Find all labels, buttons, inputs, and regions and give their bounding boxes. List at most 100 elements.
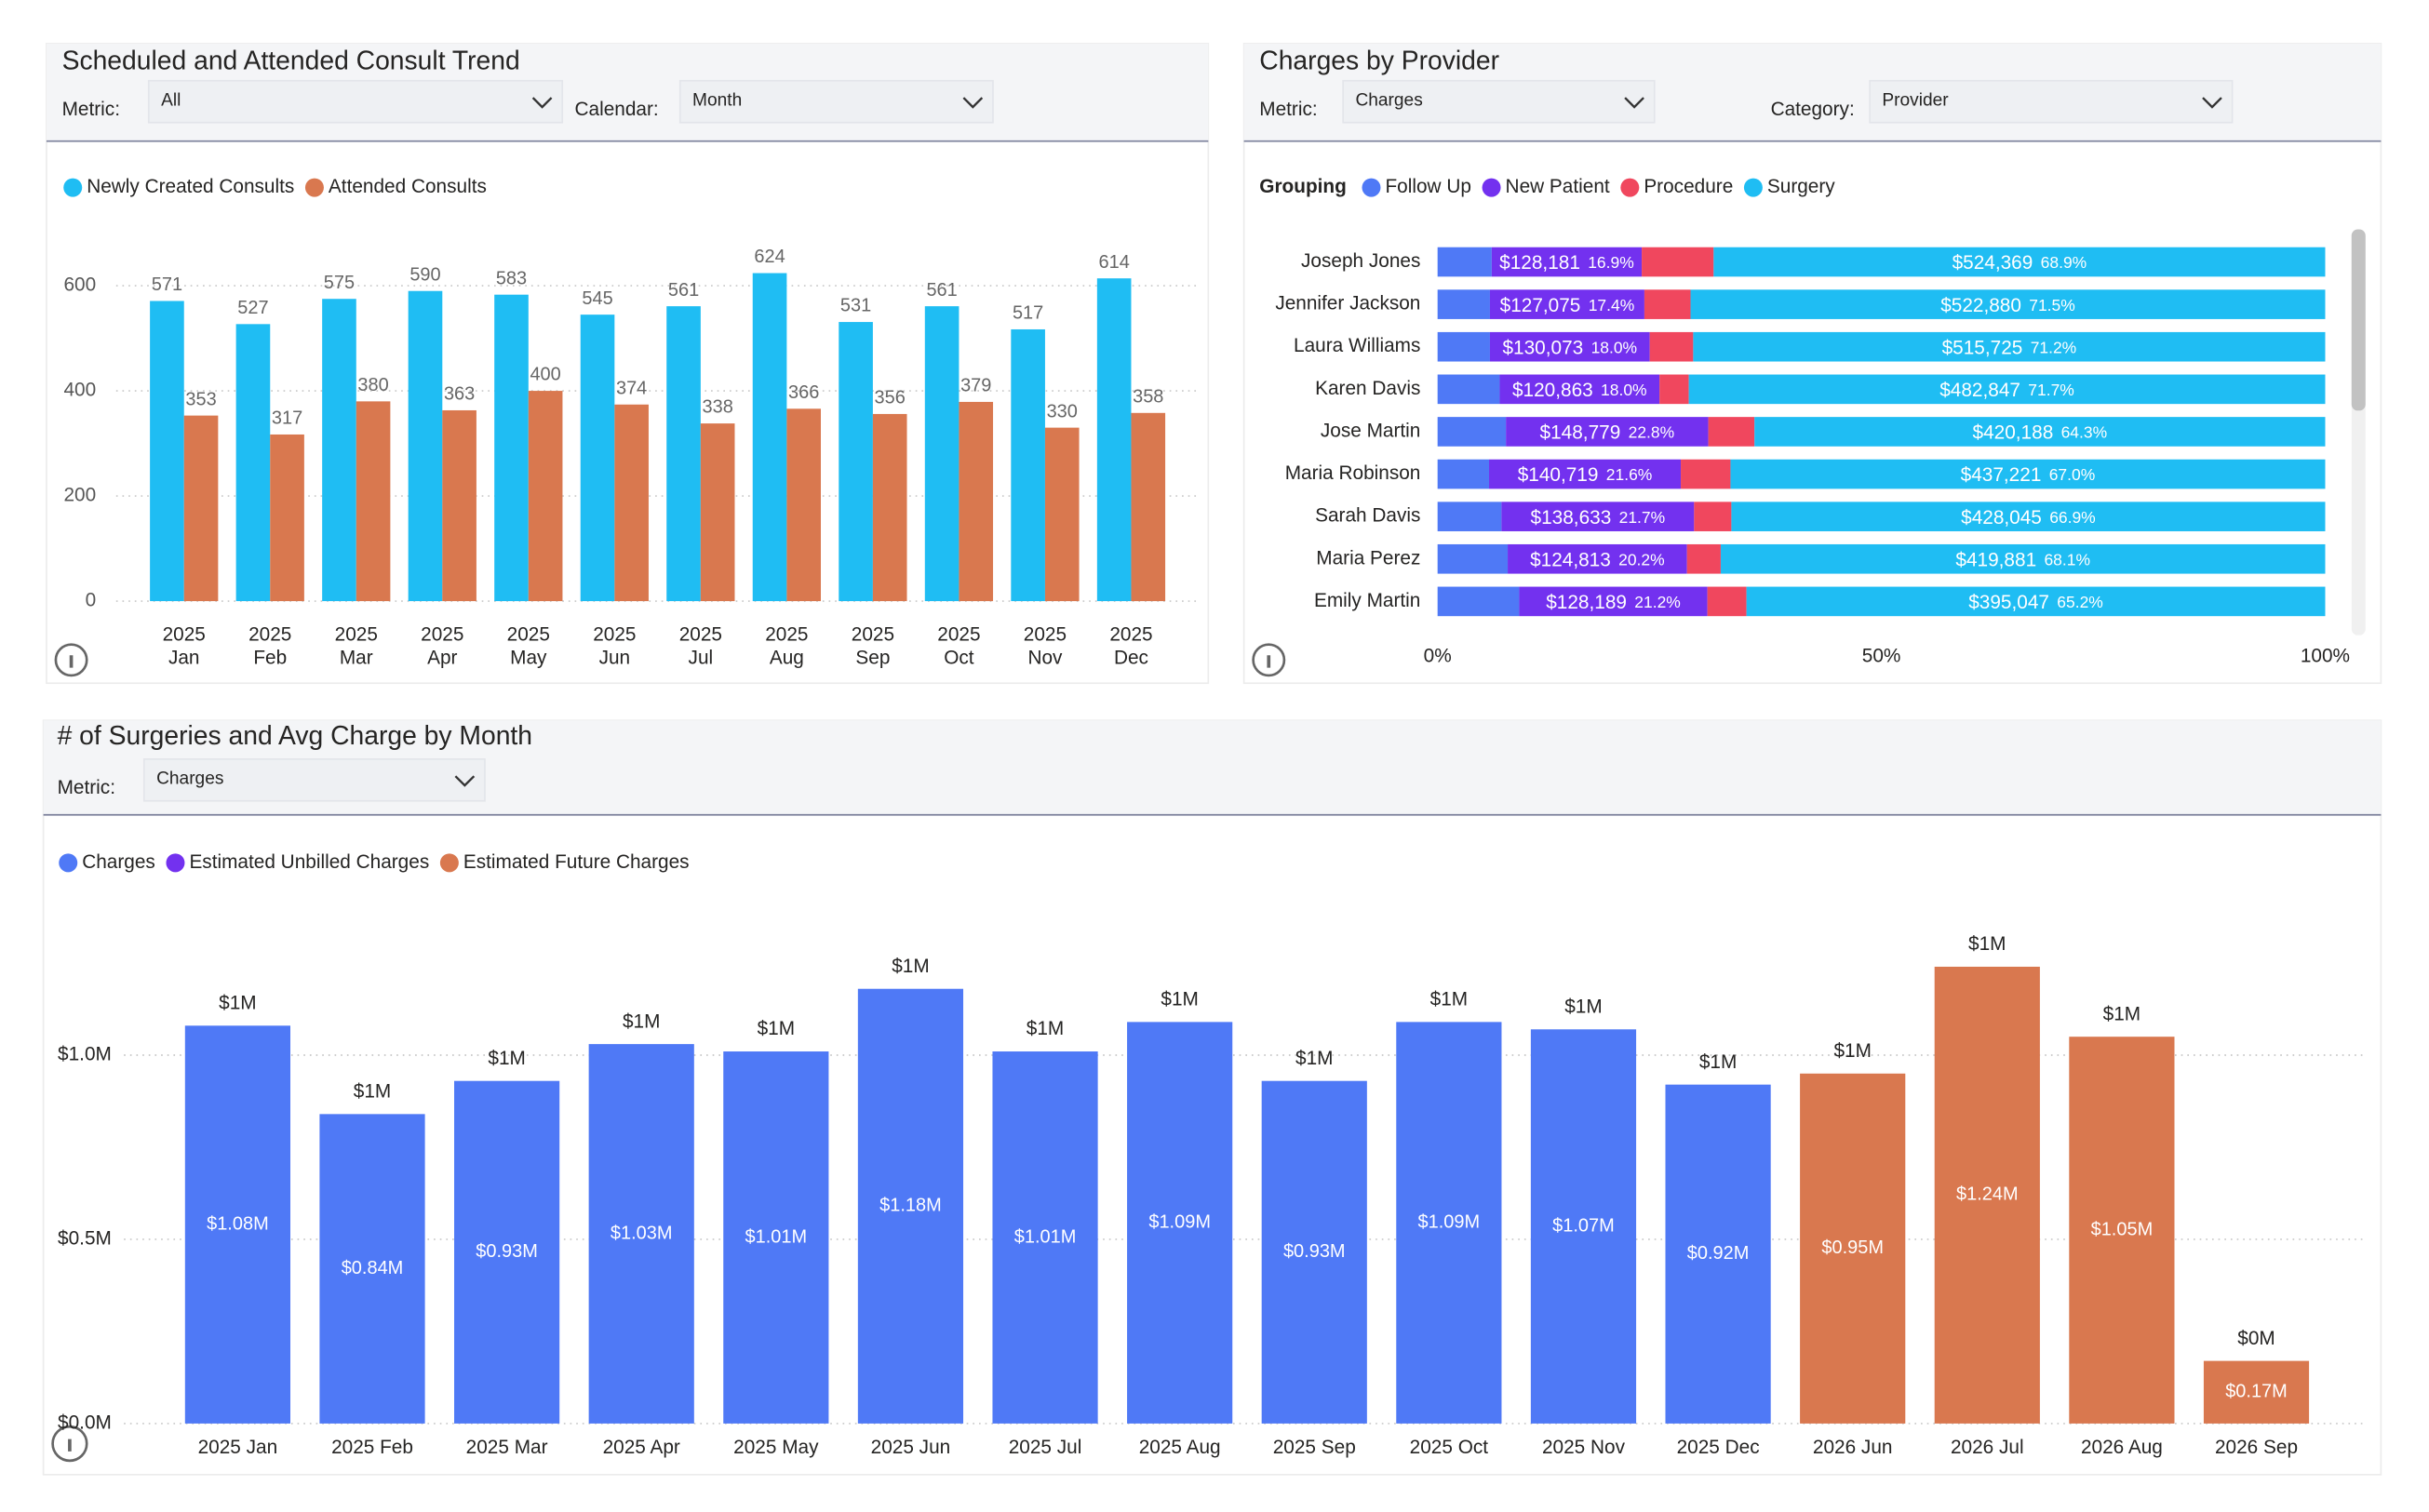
data-label: $0.17M: [2225, 1382, 2288, 1402]
data-label: $128,181 16.9%: [1499, 252, 1634, 274]
dropdown-value[interactable]: Charges: [1355, 90, 1422, 110]
total-label: $0M: [2237, 1328, 2275, 1349]
bar: [959, 401, 994, 602]
bar-segment: [1730, 459, 2326, 489]
bar-segment: [1437, 289, 1490, 319]
data-label: $127,075 17.4%: [1500, 294, 1635, 315]
bar-segment: [588, 1044, 694, 1424]
panel: [1242, 42, 2382, 685]
dropdown-value[interactable]: Provider: [1882, 90, 1949, 110]
legend-label[interactable]: Procedure: [1644, 176, 1733, 197]
dropdown[interactable]: [678, 79, 994, 124]
bar-segment: [1688, 374, 2326, 405]
legend-label[interactable]: Newly Created Consults: [87, 176, 294, 197]
y-tick-label: Maria Perez: [1316, 547, 1420, 569]
legend-label[interactable]: Attended Consults: [329, 176, 487, 197]
dropdown[interactable]: [1869, 79, 2234, 124]
data-label: 379: [960, 376, 991, 396]
bar-segment: [1437, 417, 1507, 447]
data-label: 330: [1047, 401, 1078, 421]
dropdown[interactable]: [147, 79, 564, 124]
data-label: 590: [409, 264, 440, 285]
dropdown-value[interactable]: All: [161, 90, 181, 110]
dropdown-chevron[interactable]: [531, 97, 553, 109]
legend-swatch: [439, 853, 459, 873]
bar-segment: [992, 1051, 1098, 1424]
percent-label: 20.2%: [1618, 550, 1665, 569]
dropdown-chevron[interactable]: [454, 775, 476, 787]
x-tick-label: 2025 Jun: [871, 1437, 951, 1458]
data-label: 374: [616, 378, 647, 398]
data-label: $0.95M: [1821, 1238, 1884, 1258]
dropdown-value[interactable]: Month: [692, 90, 742, 110]
bar-segment: [1934, 966, 2040, 1424]
data-label: 317: [272, 408, 302, 429]
percent-label: 71.5%: [2029, 295, 2075, 314]
info-icon[interactable]: [1252, 643, 1286, 677]
data-label: $522,880 71.5%: [1940, 294, 2075, 315]
data-label: $395,047 65.2%: [1968, 592, 2103, 613]
legend-label[interactable]: Estimated Unbilled Charges: [189, 851, 429, 873]
bar-segment: [1713, 247, 2326, 277]
dropdown-chevron[interactable]: [962, 97, 984, 109]
data-label: 380: [357, 375, 388, 395]
legend-label[interactable]: New Patient: [1506, 176, 1610, 197]
bar: [872, 413, 907, 602]
amount-label: $437,221: [1961, 464, 2042, 486]
y-tick-label: $0.5M: [58, 1227, 112, 1249]
x-tick-label: 2025 Dec: [1109, 623, 1152, 668]
total-label: $1M: [1968, 933, 2006, 955]
bar-segment: [2203, 1360, 2310, 1424]
bar: [666, 306, 701, 602]
amount-label: $420,188: [1973, 421, 2054, 443]
x-tick-label: 2025 Jan: [198, 1437, 278, 1458]
percent-label: 64.3%: [2061, 422, 2108, 441]
y-tick-label: Jose Martin: [1321, 420, 1421, 441]
data-label: $1.24M: [1956, 1184, 2019, 1205]
dropdown-chevron[interactable]: [1624, 97, 1644, 109]
legend-label[interactable]: Charges: [82, 851, 155, 873]
bar-segment: [1681, 459, 1731, 489]
x-tick-label: 0%: [1424, 645, 1452, 666]
bar-segment: [1649, 331, 1694, 362]
legend-label[interactable]: Follow Up: [1385, 176, 1470, 197]
data-label: $128,189 21.2%: [1546, 592, 1681, 613]
bar-segment: [2069, 1037, 2175, 1424]
x-tick-label: 2025 Oct: [937, 623, 980, 668]
total-label: $1M: [758, 1018, 795, 1039]
data-label: 575: [324, 273, 355, 293]
info-icon[interactable]: [51, 1425, 88, 1463]
legend-label[interactable]: Surgery: [1767, 176, 1835, 197]
dropdown[interactable]: [142, 757, 486, 802]
legend-label[interactable]: Estimated Future Charges: [463, 851, 690, 873]
bar-segment: [857, 988, 964, 1424]
bar-segment: [1642, 247, 1714, 277]
x-tick-label: 2026 Sep: [2215, 1437, 2298, 1458]
data-label: 517: [1013, 303, 1043, 324]
data-label: 363: [444, 384, 475, 405]
total-label: $1M: [1833, 1040, 1871, 1062]
bar-segment: [1261, 1080, 1367, 1424]
scrollbar-thumb[interactable]: [2351, 229, 2366, 411]
dropdown-value[interactable]: Charges: [156, 769, 223, 789]
bar-segment: [184, 1025, 290, 1424]
x-tick-label: 2026 Aug: [2081, 1437, 2163, 1458]
percent-label: 16.9%: [1588, 253, 1634, 272]
x-tick-label: 2025 Dec: [1677, 1437, 1760, 1458]
total-label: $1M: [623, 1010, 660, 1032]
amount-label: $419,881: [1955, 549, 2036, 570]
data-label: $0.84M: [342, 1258, 404, 1278]
total-label: $1M: [1430, 989, 1468, 1010]
dropdown[interactable]: [1342, 79, 1656, 124]
data-label: $0.92M: [1687, 1243, 1750, 1264]
x-tick-label: 2025 Nov: [1542, 1437, 1626, 1458]
amount-label: $130,073: [1502, 337, 1583, 358]
percent-label: 71.2%: [2031, 338, 2077, 356]
bar-segment: [1437, 374, 1500, 405]
data-label: 338: [703, 397, 733, 418]
dropdown-chevron[interactable]: [2202, 97, 2222, 109]
bar-segment: [1437, 247, 1492, 277]
bar: [839, 322, 873, 602]
data-label: $1.09M: [1418, 1211, 1481, 1232]
info-icon[interactable]: [54, 643, 88, 677]
